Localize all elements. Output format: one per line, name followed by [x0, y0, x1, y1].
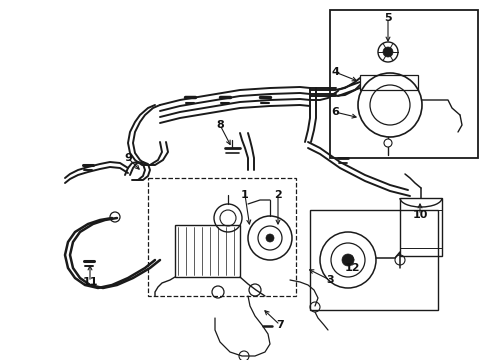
Circle shape	[266, 234, 274, 242]
Text: 9: 9	[124, 153, 132, 163]
Text: 4: 4	[331, 67, 339, 77]
Text: 3: 3	[326, 275, 334, 285]
Text: 8: 8	[216, 120, 224, 130]
Bar	[175, 225, 240, 277]
Bar	[310, 210, 438, 310]
Text: 7: 7	[276, 320, 284, 330]
Bar	[148, 178, 296, 296]
Text: 1: 1	[241, 190, 249, 200]
Text: 2: 2	[274, 190, 282, 200]
Circle shape	[384, 139, 392, 147]
Text: 12: 12	[344, 263, 360, 273]
Text: 6: 6	[331, 107, 339, 117]
Bar	[360, 75, 418, 90]
Text: 10: 10	[412, 210, 428, 220]
Text: 11: 11	[82, 277, 98, 287]
Circle shape	[383, 47, 393, 57]
Bar	[400, 198, 442, 256]
Text: 5: 5	[384, 13, 392, 23]
Circle shape	[342, 254, 354, 266]
Bar	[330, 10, 478, 158]
